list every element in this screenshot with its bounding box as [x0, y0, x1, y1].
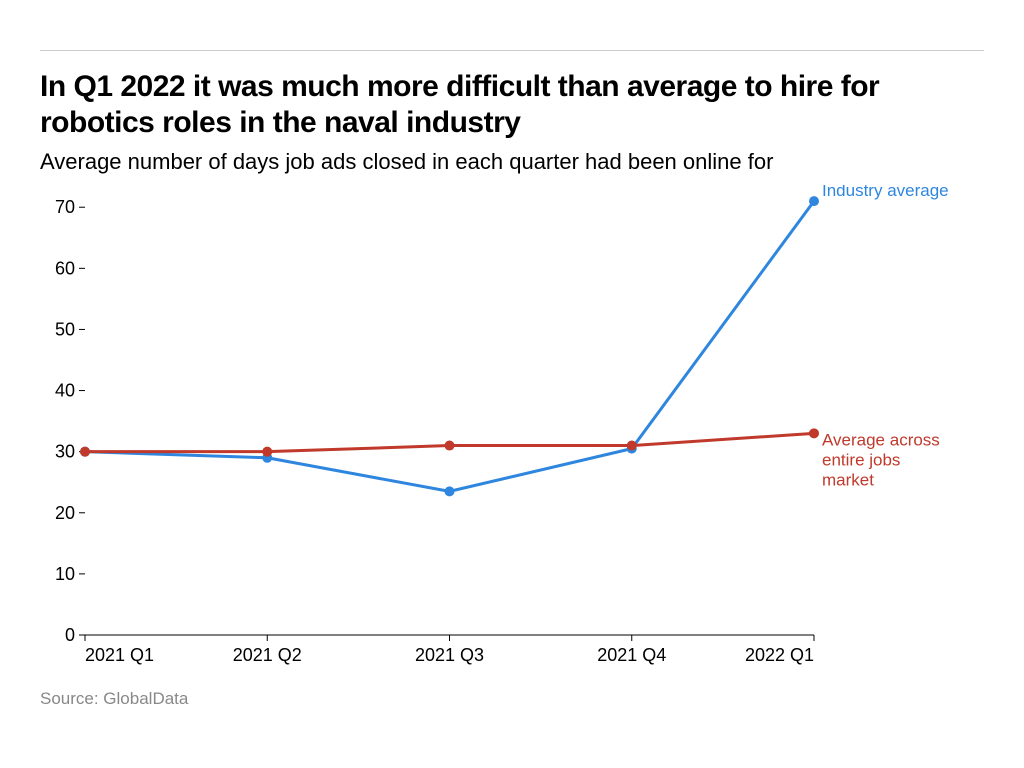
chart-title: In Q1 2022 it was much more difficult th…: [40, 69, 890, 141]
series-marker: [445, 486, 455, 496]
x-tick-label: 2021 Q4: [597, 645, 666, 665]
chart-subtitle: Average number of days job ads closed in…: [40, 149, 984, 175]
series-marker: [627, 441, 637, 451]
y-tick-label: 60: [55, 258, 75, 278]
x-tick-label: 2022 Q1: [745, 645, 814, 665]
y-tick-label: 50: [55, 319, 75, 339]
y-tick-label: 20: [55, 503, 75, 523]
top-divider: [40, 50, 984, 51]
series-marker: [809, 428, 819, 438]
series-marker: [262, 447, 272, 457]
y-tick-label: 0: [65, 625, 75, 645]
x-tick-label: 2021 Q1: [85, 645, 154, 665]
chart-container: In Q1 2022 it was much more difficult th…: [0, 0, 1024, 768]
chart-svg: 0 10 20 30 40 50 60 70 2021 Q1 2021 Q2 2021 Q3 2021…: [40, 185, 984, 675]
series-label: Average acrossentire jobsmarket: [822, 430, 940, 489]
y-tick-label: 30: [55, 442, 75, 462]
y-tick-label: 40: [55, 381, 75, 401]
series-marker: [80, 447, 90, 457]
y-tick-label: 70: [55, 197, 75, 217]
series-marker: [809, 196, 819, 206]
source-text: Source: GlobalData: [40, 689, 984, 709]
plot-area: 0 10 20 30 40 50 60 70 2021 Q1 2021 Q2 2021 Q3 2021…: [40, 185, 984, 675]
y-tick-label: 10: [55, 564, 75, 584]
series-marker: [445, 441, 455, 451]
series-label: Industry average: [822, 185, 949, 200]
x-tick-label: 2021 Q2: [233, 645, 302, 665]
x-tick-label: 2021 Q3: [415, 645, 484, 665]
